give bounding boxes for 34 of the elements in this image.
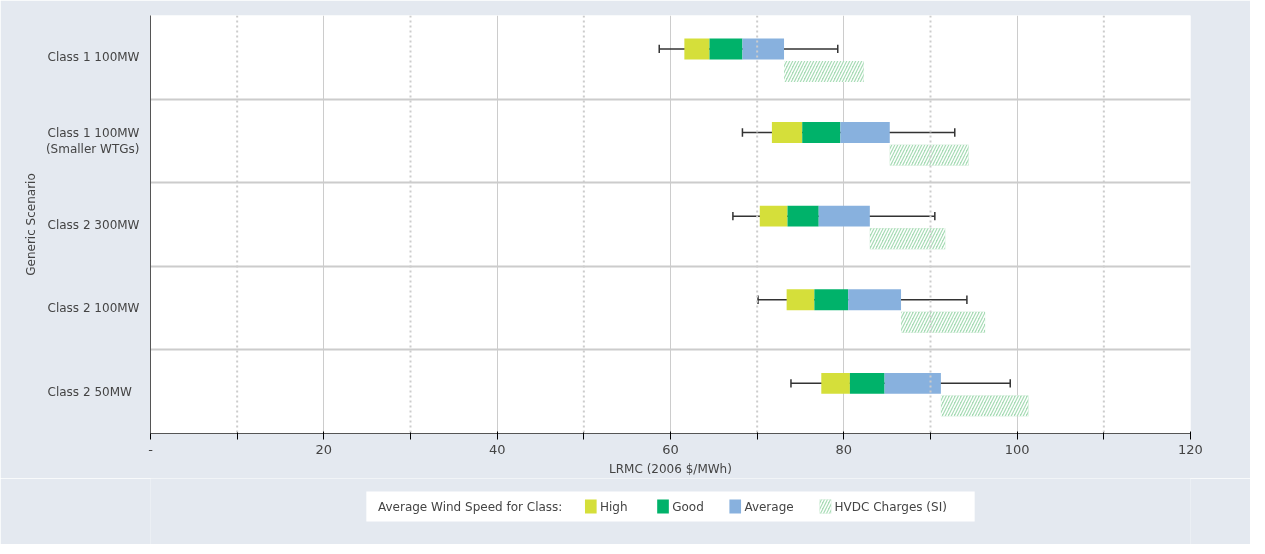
bar bbox=[684, 38, 710, 60]
legend-label: Good bbox=[672, 499, 704, 514]
bar bbox=[884, 372, 941, 394]
y-tick-label: Class 1 100MW (Smaller WTGs) bbox=[45, 125, 140, 157]
bar bbox=[759, 205, 788, 227]
legend-label: Average bbox=[744, 499, 794, 514]
x-tick-label: 60 bbox=[662, 441, 679, 457]
x-tick-label: 80 bbox=[835, 441, 853, 457]
y-tick-label: Class 2 100MW bbox=[47, 301, 140, 316]
x-tick-label: 100 bbox=[1004, 441, 1030, 457]
x-axis-title: LRMC (2006 $/MWh) bbox=[609, 461, 732, 476]
y-tick-label: Class 2 300MW bbox=[47, 217, 140, 232]
y-tick-label: Class 2 50MW bbox=[47, 384, 133, 399]
bar bbox=[709, 38, 743, 60]
x-tick-label: 20 bbox=[315, 441, 333, 457]
y-axis-title: Generic Scenario bbox=[23, 173, 38, 276]
x-tick-label: 120 bbox=[1178, 441, 1203, 457]
bar bbox=[848, 289, 902, 311]
bar bbox=[787, 205, 819, 227]
x-tick-label: 40 bbox=[488, 441, 506, 457]
legend-title: Average Wind Speed for Class: bbox=[377, 499, 563, 514]
bar bbox=[802, 122, 841, 143]
legend-label: High bbox=[599, 499, 628, 514]
x-tick-label: - bbox=[148, 441, 154, 457]
bar bbox=[786, 289, 815, 311]
bar bbox=[814, 289, 849, 311]
bar bbox=[771, 122, 803, 143]
bar bbox=[840, 122, 890, 143]
bar bbox=[821, 372, 850, 394]
y-tick-label: Class 1 100MW bbox=[47, 50, 140, 65]
bar bbox=[818, 205, 870, 227]
legend-label: HVDC Charges (SI) bbox=[834, 499, 947, 514]
bar bbox=[742, 38, 785, 60]
bar bbox=[849, 372, 885, 394]
